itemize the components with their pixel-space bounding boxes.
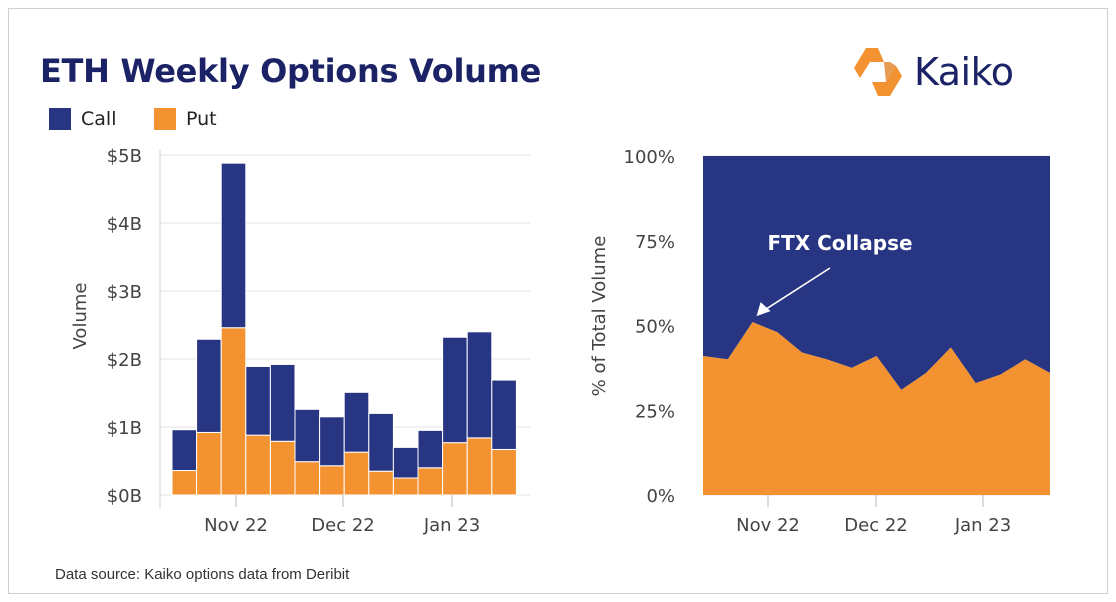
x-tick-label: Dec 22 bbox=[311, 515, 374, 536]
bar-put bbox=[491, 448, 517, 496]
bar-put bbox=[442, 442, 468, 496]
y-tick-label: 50% bbox=[635, 317, 675, 338]
bar-call bbox=[220, 162, 247, 329]
bar-call bbox=[343, 391, 370, 453]
y-tick-label: $5B bbox=[107, 146, 142, 167]
bar-call bbox=[491, 379, 517, 450]
x-tick-label: Nov 22 bbox=[204, 515, 268, 536]
y-tick-label: 100% bbox=[624, 147, 675, 168]
bar-put bbox=[294, 461, 321, 496]
bar-call bbox=[466, 331, 493, 439]
kaiko-mark-icon bbox=[854, 48, 902, 96]
y-tick-label: $2B bbox=[107, 350, 142, 371]
bar-call bbox=[392, 446, 419, 479]
brand-name: Kaiko bbox=[914, 50, 1014, 94]
y-axis-label: Volume bbox=[70, 283, 91, 350]
bar-call bbox=[245, 365, 271, 436]
bar-call bbox=[417, 429, 444, 469]
bar-put bbox=[343, 451, 370, 496]
bar-put bbox=[171, 470, 198, 496]
bar-put bbox=[417, 467, 444, 496]
bar-call bbox=[269, 363, 296, 442]
legend-item-put[interactable]: Put bbox=[154, 108, 217, 130]
bar-call bbox=[319, 416, 345, 467]
bar-put bbox=[392, 477, 419, 496]
legend-swatch-put bbox=[154, 108, 176, 130]
page-title: ETH Weekly Options Volume bbox=[40, 52, 542, 90]
data-source: Data source: Kaiko options data from Der… bbox=[55, 566, 350, 583]
bar-call bbox=[368, 412, 394, 472]
bar-put bbox=[319, 465, 345, 496]
annotation-arrow-head bbox=[756, 302, 771, 317]
bar-put bbox=[220, 327, 247, 496]
legend-label-put: Put bbox=[186, 108, 217, 130]
bar-put bbox=[196, 431, 222, 496]
legend-label-call: Call bbox=[81, 108, 117, 130]
y-tick-label: $3B bbox=[107, 282, 142, 303]
area-call bbox=[703, 156, 1050, 390]
legend-item-call[interactable]: Call bbox=[49, 108, 116, 130]
bar-call bbox=[294, 408, 321, 463]
x-tick-label: Nov 22 bbox=[736, 515, 800, 536]
x-tick-label: Jan 23 bbox=[954, 515, 1011, 536]
legend-swatch-call bbox=[49, 108, 71, 130]
y-axis-label: % of Total Volume bbox=[589, 236, 610, 397]
bar-put bbox=[269, 440, 296, 496]
bar-put bbox=[368, 470, 394, 496]
x-tick-label: Dec 22 bbox=[844, 515, 907, 536]
bar-call bbox=[442, 336, 468, 444]
bar-call bbox=[171, 429, 198, 472]
bar-call bbox=[196, 338, 222, 433]
x-tick-label: Jan 23 bbox=[423, 515, 480, 536]
y-tick-label: 0% bbox=[646, 486, 675, 507]
area-put bbox=[703, 322, 1050, 495]
annotation-arrow-line bbox=[764, 267, 831, 311]
y-tick-label: $4B bbox=[107, 214, 142, 235]
y-tick-label: $0B bbox=[107, 486, 142, 507]
y-tick-label: 25% bbox=[635, 401, 675, 422]
y-tick-label: 75% bbox=[635, 232, 675, 253]
bar-put bbox=[466, 437, 493, 496]
bar-put bbox=[245, 434, 271, 496]
y-tick-label: $1B bbox=[107, 418, 142, 439]
kaiko-logo: Kaiko bbox=[850, 44, 1014, 100]
annotation-label: FTX Collapse bbox=[767, 231, 912, 255]
